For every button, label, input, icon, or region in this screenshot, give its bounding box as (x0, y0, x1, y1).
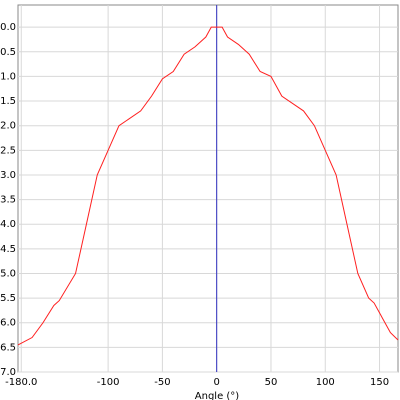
y-tick-label: 5.5 (0, 293, 16, 304)
y-tick-label: 4.5 (0, 244, 16, 255)
y-tick-label: 6.0 (0, 318, 16, 329)
x-tick-label: -100 (97, 377, 120, 388)
x-tick-label: -180.0 (5, 377, 37, 388)
y-tick-label: 1.5 (0, 96, 16, 107)
x-axis-title: Angle (°) (195, 391, 240, 400)
y-tick-label: 3.5 (0, 195, 16, 206)
y-tick-label: 2.0 (0, 121, 16, 132)
x-tick-label: 50 (265, 377, 278, 388)
x-tick-label: 150 (370, 377, 389, 388)
y-tick-label: 0.5 (0, 47, 16, 58)
y-tick-label: 5.0 (0, 268, 16, 279)
data-line (17, 26, 399, 346)
x-tick-label: 0 (213, 377, 219, 388)
y-tick-label: 1.0 (0, 71, 16, 82)
y-tick-label: 3.0 (0, 170, 16, 181)
y-tick-label: 2.5 (0, 145, 16, 156)
y-tick-label: 4.0 (0, 219, 16, 230)
y-tick-label: 6.5 (0, 342, 16, 353)
x-tick-label: -50 (154, 377, 170, 388)
x-tick-label: 100 (316, 377, 335, 388)
y-tick-label: 0.0 (0, 22, 16, 33)
plot-frame (17, 4, 399, 373)
y-tick-label: 7.0 (0, 367, 16, 378)
